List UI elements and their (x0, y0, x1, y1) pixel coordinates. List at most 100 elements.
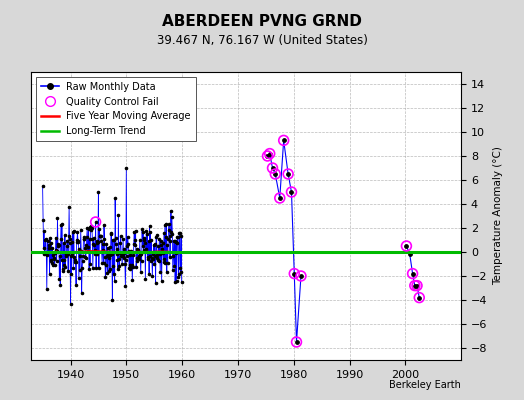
Text: Berkeley Earth: Berkeley Earth (389, 380, 461, 390)
Point (173, 234, 182, 240)
Point (56, 253, 64, 259)
Point (39, 217, 47, 223)
Point (98, 260, 106, 267)
Point (100, 260, 108, 266)
Point (284, 171, 292, 177)
Point (408, 270, 417, 277)
Point (297, 273, 305, 279)
Point (160, 259, 169, 266)
Point (100, 221, 108, 228)
Point (268, 165, 277, 171)
Point (59, 267, 67, 274)
Point (47, 257, 55, 263)
Point (132, 264, 140, 270)
Point (89, 241, 97, 248)
Point (115, 263, 124, 270)
Point (70, 228, 78, 234)
Point (87, 227, 95, 233)
Point (112, 246, 121, 252)
Point (165, 226, 173, 233)
Point (120, 246, 128, 252)
Point (38, 183, 47, 189)
Point (117, 252, 125, 259)
Point (65, 204, 73, 210)
Point (136, 252, 145, 258)
Point (402, 243, 411, 249)
Point (73, 237, 81, 243)
Point (129, 241, 138, 247)
Point (292, 339, 301, 345)
Point (91, 219, 100, 225)
Point (127, 264, 135, 270)
Point (137, 269, 145, 276)
Point (276, 195, 284, 201)
Point (49, 262, 57, 268)
Point (128, 262, 136, 268)
Point (153, 252, 161, 258)
Point (166, 238, 174, 244)
Point (411, 282, 419, 289)
Point (104, 251, 112, 258)
Point (137, 258, 146, 265)
Point (133, 255, 141, 261)
Point (119, 250, 128, 256)
Point (88, 236, 96, 242)
Point (63, 250, 72, 257)
Point (111, 278, 119, 284)
Point (130, 229, 138, 235)
Point (287, 189, 296, 195)
Point (134, 255, 143, 261)
Point (118, 261, 126, 268)
Point (168, 214, 176, 220)
Point (116, 240, 125, 246)
Point (48, 260, 56, 267)
Point (91, 250, 99, 257)
Point (92, 265, 100, 271)
Point (53, 248, 61, 254)
Point (45, 244, 53, 251)
Point (112, 235, 120, 241)
Point (105, 268, 113, 275)
Point (63, 237, 71, 244)
Point (62, 253, 70, 260)
Point (43, 252, 51, 258)
Point (110, 237, 118, 244)
Point (86, 224, 95, 230)
Point (268, 165, 277, 171)
Point (74, 238, 83, 245)
Point (106, 266, 114, 272)
Point (408, 270, 417, 277)
Point (154, 257, 162, 263)
Point (58, 257, 66, 264)
Point (46, 258, 54, 264)
Point (159, 250, 167, 257)
Point (96, 233, 105, 240)
Point (415, 294, 423, 301)
Point (93, 251, 102, 257)
Point (152, 232, 161, 238)
Point (95, 265, 103, 271)
Point (163, 260, 172, 266)
Point (69, 229, 77, 235)
Point (97, 238, 105, 244)
Point (161, 260, 170, 266)
Point (120, 254, 128, 261)
Point (96, 233, 104, 240)
Point (126, 252, 134, 258)
Point (94, 189, 103, 195)
Point (133, 258, 141, 264)
Point (93, 240, 101, 246)
Point (53, 214, 62, 221)
Point (151, 280, 160, 286)
Point (125, 265, 133, 271)
Point (89, 265, 97, 271)
Point (79, 234, 88, 240)
Point (153, 254, 161, 261)
Point (42, 236, 50, 242)
Point (157, 238, 165, 244)
Point (119, 235, 127, 242)
Point (45, 242, 53, 248)
Point (82, 254, 90, 261)
Point (166, 233, 174, 239)
Point (61, 264, 70, 270)
